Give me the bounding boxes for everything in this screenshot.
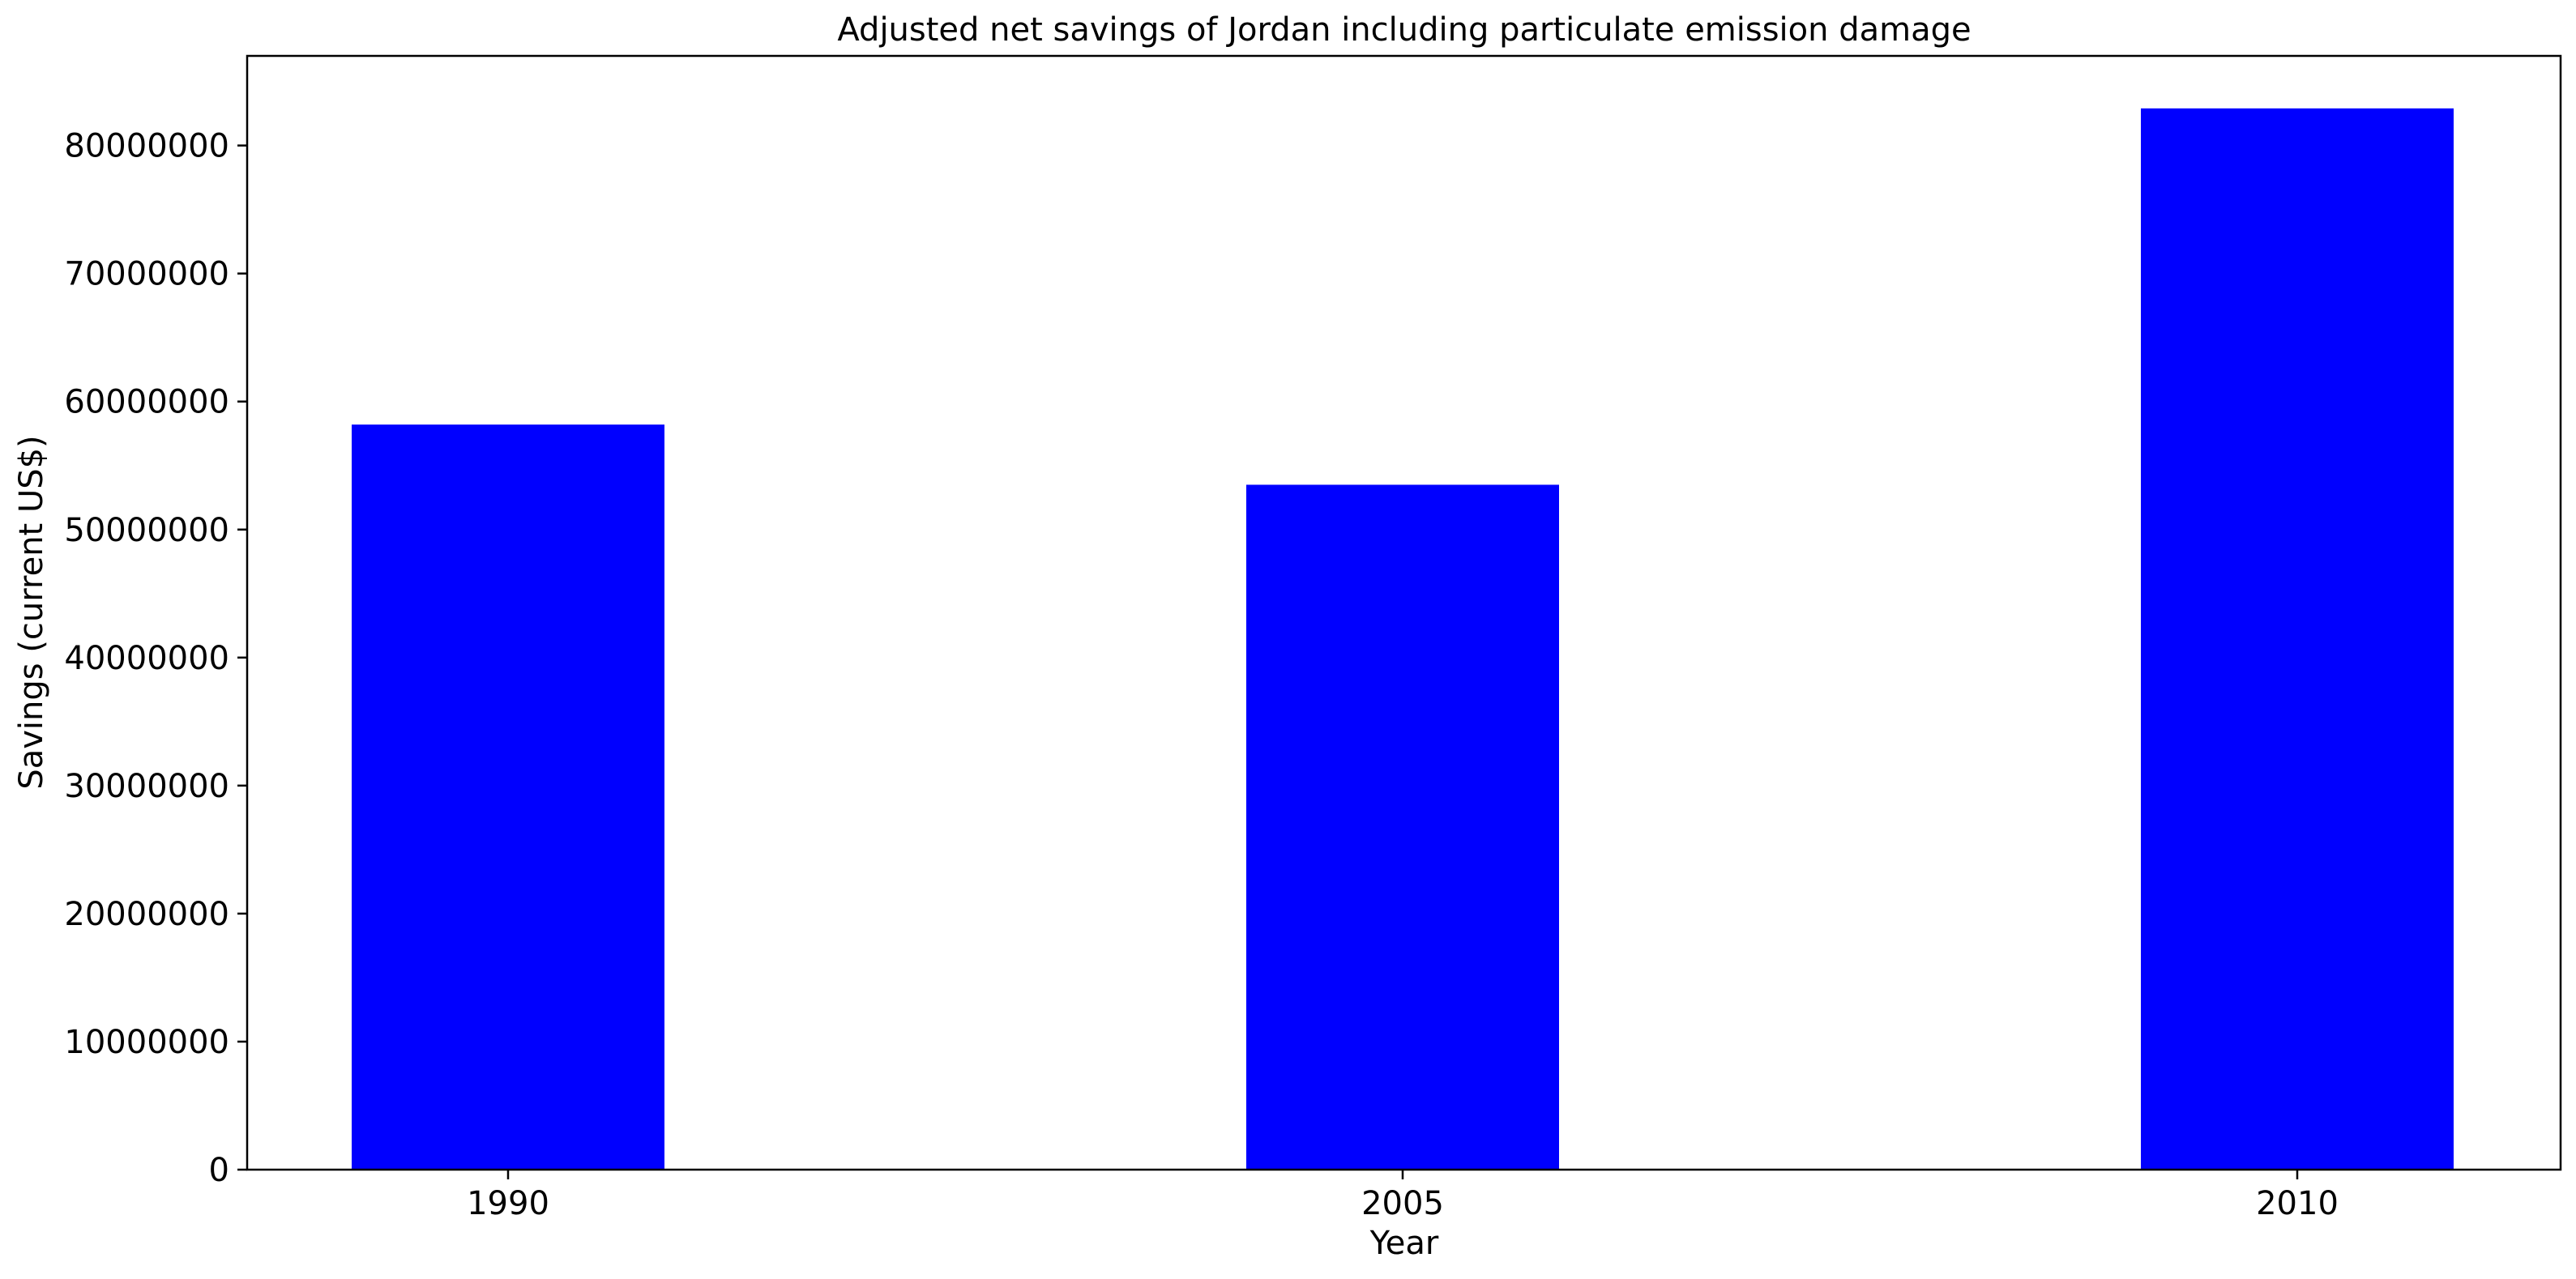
y-tick-label-0: 0 xyxy=(209,1152,229,1189)
x-tick-label-2010: 2010 xyxy=(2256,1185,2339,1222)
x-tick-label-2005: 2005 xyxy=(1361,1185,1444,1222)
y-tick-label-20000000: 20000000 xyxy=(64,896,229,933)
y-axis-ticks: 0 10000000 20000000 30000000 40000000 5000000… xyxy=(64,128,247,1189)
y-tick-label-70000000: 70000000 xyxy=(64,256,229,293)
x-tick-label-1990: 1990 xyxy=(467,1185,549,1222)
x-axis-label: Year xyxy=(1369,1225,1439,1262)
x-axis-ticks: 1990 2005 2010 xyxy=(467,1170,2339,1222)
bar-2005 xyxy=(1246,484,1559,1170)
bar-2010 xyxy=(2141,108,2454,1170)
y-tick-label-30000000: 30000000 xyxy=(64,768,229,805)
chart-title: Adjusted net savings of Jordan including… xyxy=(837,11,1971,49)
y-tick-label-40000000: 40000000 xyxy=(64,640,229,677)
y-tick-label-50000000: 50000000 xyxy=(64,512,229,549)
y-tick-label-60000000: 60000000 xyxy=(64,384,229,421)
y-tick-label-10000000: 10000000 xyxy=(64,1024,229,1061)
y-tick-label-80000000: 80000000 xyxy=(64,128,229,165)
y-axis-label: Savings (current US$) xyxy=(13,435,50,789)
bar-1990 xyxy=(352,424,664,1170)
bars-group xyxy=(352,108,2454,1170)
plot-frame xyxy=(246,54,2562,1171)
